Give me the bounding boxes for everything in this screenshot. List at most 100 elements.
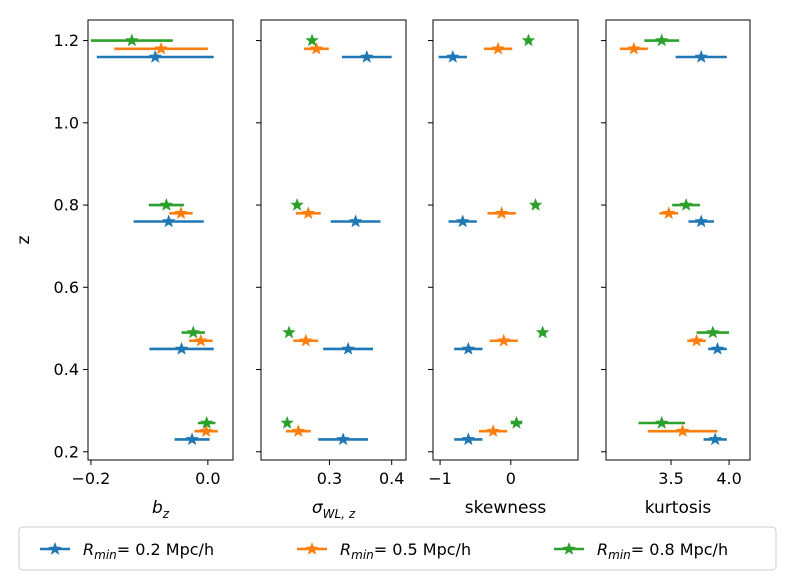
point-series2 <box>661 206 676 219</box>
point-series3 <box>159 197 174 211</box>
panels: 0.2 0.4 0.6 0.8 1.0 1.2 −0.2 0.0 bz 0.3 0.4 σWL, z −… <box>54 19 751 521</box>
x-axis-label: σWL, z <box>312 498 356 521</box>
point-series1 <box>461 432 476 446</box>
legend-label-suffix: = 0.8 Mpc/h <box>631 540 728 559</box>
point-series1 <box>348 214 363 228</box>
x-tick-label: −0.2 <box>71 469 110 488</box>
point-series3 <box>125 33 139 47</box>
legend-entry-2: Rmin= 0.5 Mpc/h <box>297 540 471 562</box>
x-tick-label: 4.0 <box>716 469 741 488</box>
point-series2 <box>301 206 316 219</box>
legend-label-suffix: = 0.5 Mpc/h <box>374 540 471 559</box>
point-series3 <box>679 197 693 211</box>
panel-sigma: 0.3 0.4 σWL, z <box>256 19 407 521</box>
panel-frame <box>605 19 751 461</box>
point-series1 <box>161 214 176 228</box>
point-series3 <box>509 415 524 429</box>
legend-label: Rmin= 0.2 Mpc/h <box>83 540 214 562</box>
x-tick-label: 0.0 <box>195 469 220 488</box>
legend-label-sub: min <box>94 548 117 562</box>
point-series3 <box>282 325 296 339</box>
legend-label-prefix: R <box>340 540 351 559</box>
point-series2 <box>491 41 505 55</box>
point-series1 <box>336 432 350 446</box>
point-series3 <box>528 197 543 211</box>
point-series1 <box>694 49 708 63</box>
x-axis-label-sub: WL, z <box>323 507 356 521</box>
legend-label-sub: min <box>351 548 374 562</box>
y-axis-label: z <box>14 235 34 244</box>
point-series3 <box>535 325 550 339</box>
panel-frame <box>260 19 407 461</box>
x-axis-label: kurtosis <box>645 498 712 518</box>
legend: Rmin= 0.2 Mpc/h Rmin= 0.5 Mpc/h Rmin= 0.8 … <box>18 526 777 571</box>
y-tick-label: 0.2 <box>54 442 79 461</box>
x-axis-label: bz <box>152 498 170 521</box>
point-series2 <box>627 41 641 55</box>
x-axis-label: skewness <box>465 498 547 518</box>
x-tick-label: −1 <box>428 469 452 488</box>
legend-marker <box>562 541 576 555</box>
point-series1 <box>148 49 162 63</box>
panel-frame <box>87 19 234 461</box>
point-series3 <box>706 325 720 339</box>
y-tick-label: 0.8 <box>54 196 79 215</box>
legend-marker <box>48 541 62 555</box>
legend-label-prefix: R <box>597 540 608 559</box>
point-series2 <box>154 41 168 55</box>
x-tick-label: 3.5 <box>658 469 683 488</box>
y-tick-label: 0.4 <box>54 360 79 379</box>
legend-label: Rmin= 0.8 Mpc/h <box>597 540 728 562</box>
point-series2 <box>291 424 306 437</box>
point-series1 <box>174 341 189 355</box>
point-series3 <box>521 33 536 47</box>
legend-entry-3: Rmin= 0.8 Mpc/h <box>554 540 728 562</box>
legend-label-sub: min <box>608 548 631 562</box>
point-series1 <box>360 49 374 63</box>
point-series2 <box>675 424 690 437</box>
x-axis-label-main: σ <box>312 498 324 518</box>
point-series3 <box>305 33 319 47</box>
y-tick-label: 1.2 <box>54 31 79 50</box>
x-tick-label: 0.3 <box>317 469 342 488</box>
x-tick-label: 0.4 <box>379 469 404 488</box>
point-series1 <box>461 341 476 355</box>
x-axis-label-sub: z <box>162 507 170 521</box>
point-series1 <box>446 49 460 63</box>
point-series2 <box>486 424 500 437</box>
point-series2 <box>689 333 704 347</box>
legend-marker <box>305 541 319 555</box>
x-axis-label-main: b <box>152 498 163 518</box>
point-series1 <box>694 214 708 228</box>
legend-label-prefix: R <box>83 540 94 559</box>
point-series3 <box>655 415 669 429</box>
point-series3 <box>199 415 214 429</box>
point-series2 <box>497 333 511 347</box>
legend-label-suffix: = 0.2 Mpc/h <box>117 540 214 559</box>
point-series3 <box>290 197 304 211</box>
panel-bz: 0.2 0.4 0.6 0.8 1.0 1.2 −0.2 0.0 bz <box>54 19 234 521</box>
y-tick-label: 1.0 <box>54 113 79 132</box>
x-tick-label: 0 <box>506 469 516 488</box>
point-series3 <box>280 415 294 429</box>
point-series3 <box>655 33 669 47</box>
point-series1 <box>708 432 722 446</box>
legend-box <box>18 526 777 571</box>
point-series1 <box>341 341 355 355</box>
legend-entry-1: Rmin= 0.2 Mpc/h <box>40 540 214 562</box>
legend-label: Rmin= 0.5 Mpc/h <box>340 540 471 562</box>
point-series1 <box>710 341 725 355</box>
panel-skewness: −1 0 skewness <box>428 19 579 518</box>
panel-frame <box>432 19 579 461</box>
point-series1 <box>455 214 470 228</box>
point-series2 <box>199 424 213 437</box>
point-series2 <box>194 333 208 347</box>
point-series2 <box>309 41 324 55</box>
point-series1 <box>185 432 199 446</box>
point-series2 <box>174 206 188 219</box>
point-series3 <box>186 325 200 339</box>
y-tick-label: 0.6 <box>54 278 79 297</box>
point-series2 <box>299 333 313 347</box>
